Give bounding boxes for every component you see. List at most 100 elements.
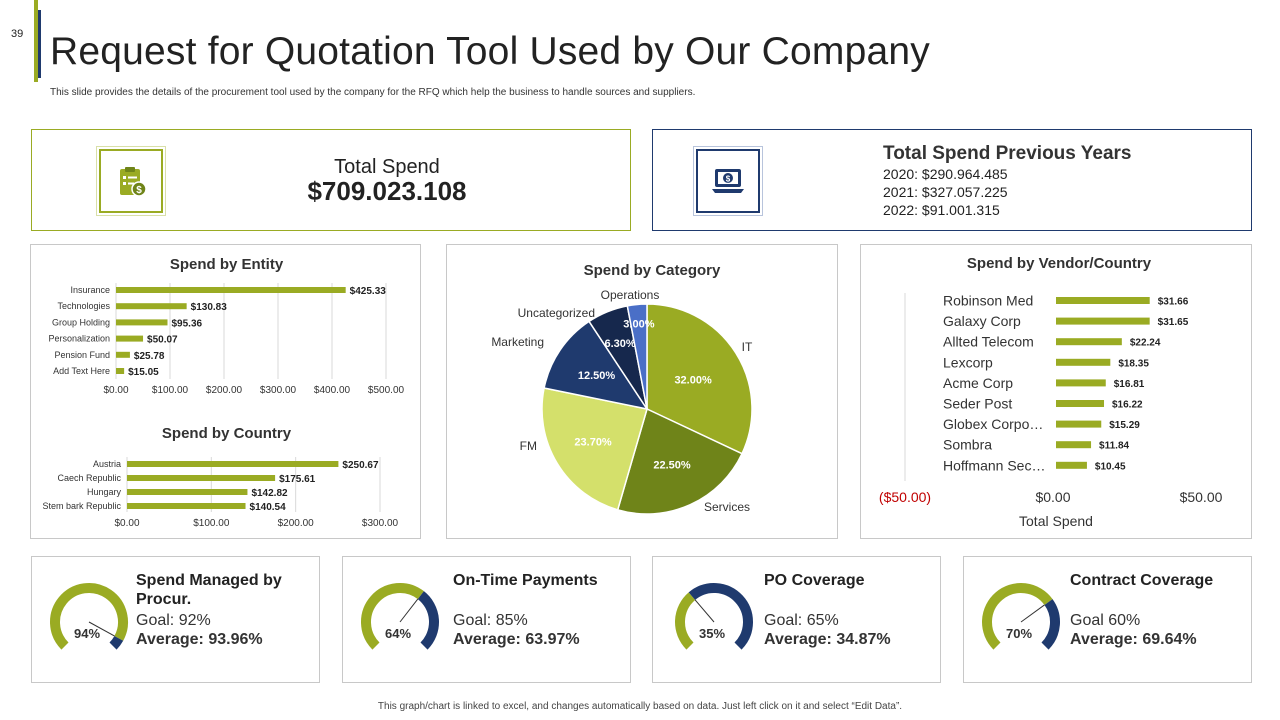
bar [127,503,246,509]
bar [1056,379,1106,387]
bar [1056,358,1111,366]
bar [116,303,187,310]
value-label: $250.67 [342,460,379,471]
gauge-spend-managed: 94% [50,583,128,650]
kpi-title: Spend Managed by Procur. [136,572,282,608]
pie-slice [646,303,753,455]
bar [116,287,346,293]
x-tick-label: ($50.00) [879,489,931,505]
gauge-percent-label: 64% [385,626,411,641]
entity-country-panel: Spend by Entity Spend by Country $0.00 $1… [30,244,421,539]
category-label: Globex Corpo… [943,416,1043,432]
category-label: Hungary [87,487,122,497]
slice-name-label: Services [704,500,750,514]
category-label: Seder Post [943,396,1012,412]
value-label: $15.05 [128,367,159,378]
category-label: Sombra [943,437,992,453]
page-subtitle: This slide provides the details of the p… [50,87,696,98]
vendor-panel: Spend by Vendor/Country ($50.00) $0.00 $50… [860,244,1252,539]
x-tick-label: $100.00 [193,518,230,529]
footer-note: This graph/chart is linked to excel, and… [377,701,903,712]
gauge-on-time-payments: 64% [361,583,439,650]
previous-years-card: $ Total Spend Previous Years 2020: $290.… [652,129,1252,231]
total-spend-card: $ Total Spend $709.023.108 [31,129,631,231]
value-label: $140.54 [250,502,287,513]
slice-name-label: Marketing [491,335,544,349]
gauge-remaining-arc [417,591,439,650]
bar [116,335,144,342]
category-label: Group Holding [52,317,110,327]
gauge-value-arc [361,583,424,650]
value-label: $18.35 [1118,358,1149,369]
vendor-bar-chart: ($50.00) $0.00 $50.00 Total Spend Robinson M… [879,293,1223,530]
slide-number: 39 [11,28,24,40]
value-label: $130.83 [191,302,228,313]
category-label: Acme Corp [943,375,1013,391]
category-label: Lexcorp [943,354,993,370]
bar [127,475,276,481]
svg-text:$: $ [136,185,142,196]
gauge-needle [1020,604,1045,623]
total-spend-value: $709.023.108 [307,176,467,206]
gauge-percent-label: 70% [1006,626,1032,641]
category-label: Galaxy Corp [943,313,1021,329]
previous-year-2022: 2022: $91.001.315 [883,202,1000,218]
gauge-needle [399,598,419,623]
slice-percent-label: 3.00% [623,318,654,330]
entity-chart-title: Spend by Entity [169,256,284,273]
x-tick-label: $0.00 [114,518,139,529]
gauge-contract-coverage: 70% [982,583,1060,650]
x-axis-label: Total Spend [1019,513,1093,529]
total-spend-label: Total Spend [334,156,440,178]
category-label: Personalization [48,334,110,344]
slice-name-label: FM [520,439,537,453]
category-label: Technologies [57,301,110,311]
pie-slice [541,387,648,511]
kpi-card-spend-managed: 94% Spend Managed by Procur. Goal: 92% A… [31,556,320,683]
title-accent-bar [34,0,38,82]
svg-text:$: $ [726,175,731,184]
x-tick-label: $200.00 [278,518,315,529]
kpi-title: PO Coverage [764,572,865,589]
slice-percent-label: 6.30% [604,338,635,350]
previous-years-title: Total Spend Previous Years [883,143,1132,164]
bar [127,461,339,467]
bar [1056,297,1150,304]
x-tick-label: $50.00 [1180,489,1223,505]
slice-percent-label: 23.70% [574,437,612,449]
page-title: Request for Quotation Tool Used by Our C… [50,30,930,73]
x-tick-label: $0.00 [103,385,128,396]
value-label: $95.36 [171,318,202,329]
value-label: $31.65 [1158,317,1189,328]
kpi-average: Average: 69.64% [1070,631,1197,648]
gauge-needle [694,599,715,623]
value-label: $425.33 [350,286,387,297]
category-label: Pension Fund [54,350,110,360]
bar [116,368,125,374]
gauge-remaining-arc [1041,599,1060,650]
slice-percent-label: 32.00% [674,375,712,387]
pie-slice [616,407,744,515]
gauge-remaining-arc [109,635,124,650]
value-label: $22.24 [1130,338,1161,349]
gauge-needle [88,621,115,637]
category-panel: Spend by Category 32.00% IT 22.50% Services… [446,244,838,539]
slice-name-label: Operations [601,288,660,302]
category-chart-title: Spend by Category [583,262,721,279]
bar [1056,420,1102,428]
bar [127,489,248,495]
kpi-goal: Goal: 85% [453,612,528,629]
title-accent-bar-secondary [38,10,41,78]
category-label: Add Text Here [53,366,110,376]
gauge-value-arc [675,592,696,650]
gauge-value-arc [50,583,128,650]
gauge-remaining-arc [688,583,753,650]
x-tick-label: $200.00 [206,385,243,396]
bar [1056,338,1122,346]
category-label: Hoffmann Sec… [943,457,1045,473]
bar [1056,317,1150,325]
category-label: Caech Republic [57,473,121,483]
pie-slice [626,303,648,410]
previous-year-2020: 2020: $290.964.485 [883,166,1008,182]
entity-bar-chart: $0.00 $100.00 $200.00 $300.00 $400.00 $500.00… [48,283,405,396]
